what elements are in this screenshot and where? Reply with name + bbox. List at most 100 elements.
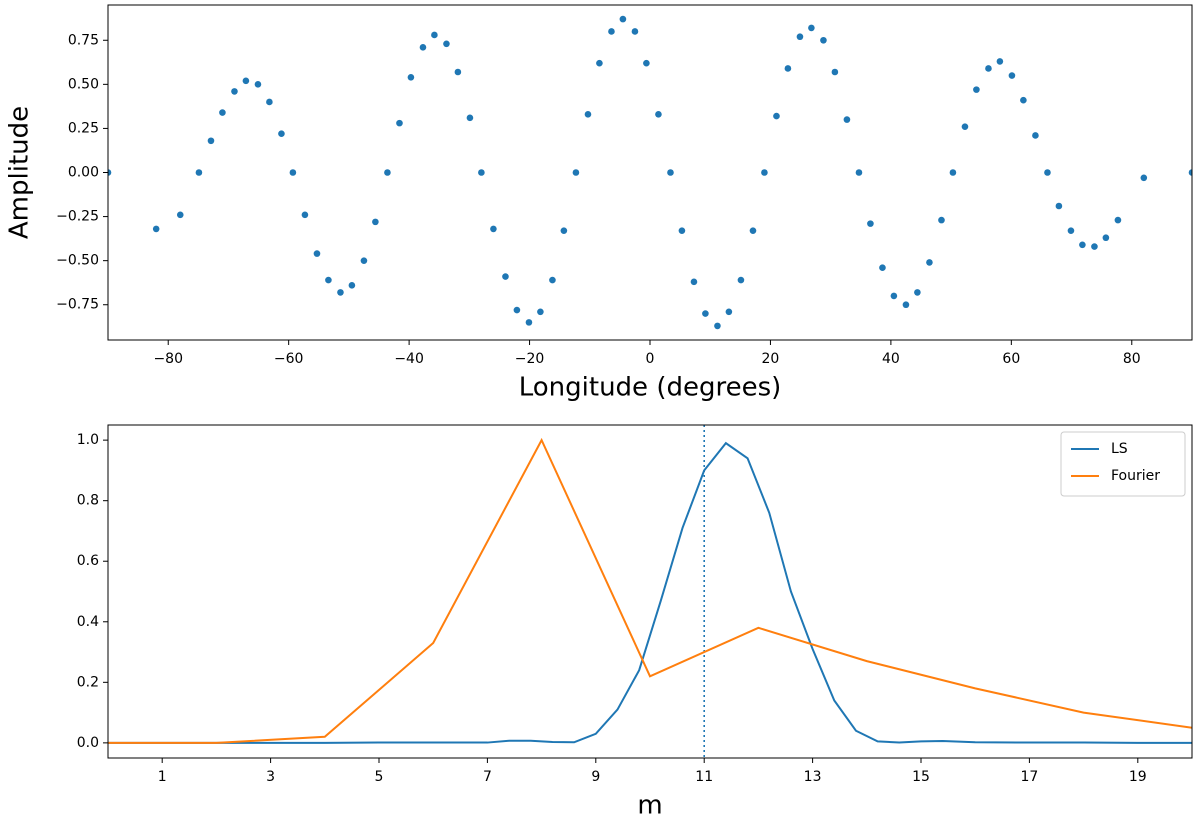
point bbox=[325, 276, 332, 284]
point bbox=[384, 169, 391, 176]
point bbox=[348, 282, 356, 289]
point bbox=[560, 227, 568, 234]
point bbox=[1102, 234, 1110, 242]
point bbox=[1055, 202, 1063, 210]
point bbox=[1067, 227, 1075, 234]
point bbox=[431, 31, 438, 39]
x-tick-label: 80 bbox=[1123, 351, 1141, 367]
point bbox=[360, 257, 368, 264]
point bbox=[454, 68, 462, 76]
y-tick-label: 0.75 bbox=[68, 32, 99, 48]
point bbox=[242, 77, 250, 85]
point bbox=[938, 216, 945, 224]
point bbox=[407, 73, 415, 81]
point bbox=[725, 308, 733, 316]
point bbox=[1008, 72, 1016, 79]
subplot: 1 3 5 7 9 11 13 15 17 190.00.20.40.60.81.0mLSFour… bbox=[77, 424, 1193, 821]
point bbox=[714, 322, 721, 330]
point bbox=[176, 211, 184, 219]
point bbox=[808, 24, 815, 32]
point bbox=[1079, 241, 1086, 249]
point bbox=[879, 264, 886, 272]
point bbox=[1114, 216, 1122, 224]
point bbox=[831, 68, 839, 76]
x-tick-label: 19 bbox=[1129, 769, 1147, 785]
point bbox=[737, 276, 745, 284]
point bbox=[466, 114, 474, 122]
x-tick-label: −60 bbox=[274, 351, 304, 367]
point bbox=[1091, 243, 1098, 250]
y-tick-label: −0.75 bbox=[56, 297, 99, 313]
point bbox=[596, 59, 603, 67]
point bbox=[926, 259, 933, 266]
point bbox=[608, 28, 615, 35]
point bbox=[219, 109, 226, 116]
point bbox=[231, 88, 238, 95]
point bbox=[643, 59, 650, 67]
x-tick-label: −40 bbox=[394, 351, 424, 367]
y-tick-label: 0.2 bbox=[77, 674, 99, 690]
point bbox=[108, 169, 112, 176]
point bbox=[513, 306, 521, 314]
x-tick-label: −20 bbox=[515, 351, 545, 367]
x-tick-label: −80 bbox=[153, 351, 183, 367]
plot-area bbox=[108, 15, 1192, 330]
x-tick-label: 15 bbox=[912, 769, 930, 785]
legend-label: Fourier bbox=[1111, 468, 1160, 484]
y-tick-label: −0.25 bbox=[56, 209, 99, 225]
x-axis-label: m bbox=[637, 791, 662, 821]
x-tick-label: 20 bbox=[762, 351, 780, 367]
point bbox=[914, 289, 921, 296]
series-line bbox=[108, 437, 1192, 744]
axes-frame bbox=[107, 424, 1193, 759]
point bbox=[419, 44, 427, 51]
point bbox=[690, 278, 698, 286]
point bbox=[195, 169, 203, 176]
point bbox=[537, 308, 544, 316]
x-axis-label: Longitude (degrees) bbox=[519, 373, 782, 403]
point bbox=[1032, 132, 1039, 139]
point bbox=[667, 169, 674, 176]
x-tick-label: 9 bbox=[591, 769, 600, 785]
point bbox=[973, 86, 980, 93]
point bbox=[1044, 169, 1051, 176]
y-tick-label: 0.8 bbox=[77, 493, 99, 509]
x-tick-label: 11 bbox=[695, 769, 713, 785]
x-tick-label: 7 bbox=[483, 769, 492, 785]
point bbox=[396, 119, 403, 127]
y-tick-label: −0.50 bbox=[56, 253, 99, 269]
point bbox=[949, 169, 957, 176]
point bbox=[337, 289, 344, 296]
point bbox=[266, 98, 273, 106]
x-tick-label: 60 bbox=[1002, 351, 1020, 367]
plot-area bbox=[108, 425, 1192, 758]
x-tick-label: 0 bbox=[646, 351, 655, 367]
point bbox=[301, 211, 309, 219]
point bbox=[655, 111, 662, 118]
point bbox=[749, 227, 757, 234]
y-tick-label: 0.00 bbox=[68, 165, 99, 181]
y-tick-label: 1.0 bbox=[77, 432, 99, 448]
y-tick-label: 0.0 bbox=[77, 735, 99, 751]
point bbox=[820, 36, 827, 44]
point bbox=[902, 301, 910, 309]
point bbox=[961, 123, 969, 130]
series-line bbox=[108, 441, 1192, 744]
point bbox=[855, 169, 863, 176]
point bbox=[1020, 96, 1027, 104]
point bbox=[784, 65, 792, 72]
x-tick-label: 5 bbox=[375, 769, 384, 785]
point bbox=[1188, 169, 1192, 176]
y-tick-label: 0.25 bbox=[68, 120, 99, 136]
point bbox=[773, 112, 780, 120]
y-tick-label: 0.50 bbox=[68, 76, 99, 92]
x-tick-label: 13 bbox=[804, 769, 822, 785]
legend-label: LS bbox=[1111, 441, 1128, 457]
point bbox=[254, 81, 262, 88]
point bbox=[278, 130, 285, 138]
point bbox=[313, 250, 321, 257]
x-tick-label: 1 bbox=[158, 769, 167, 785]
point bbox=[1140, 174, 1148, 182]
point bbox=[525, 319, 533, 326]
legend: LS Fourier bbox=[1060, 431, 1186, 497]
